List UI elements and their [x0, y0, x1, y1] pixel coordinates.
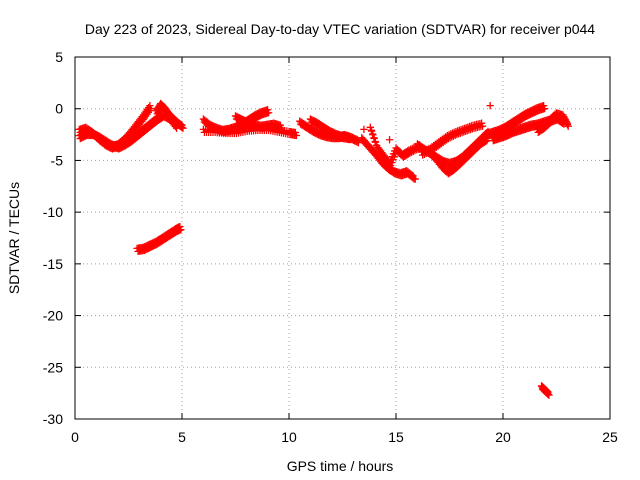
data-point: [390, 153, 399, 161]
chart-title: Day 223 of 2023, Sidereal Day-to-day VTE…: [85, 21, 595, 37]
data-point: [385, 136, 394, 144]
data-point: [564, 122, 572, 130]
data-point: [389, 156, 397, 164]
x-tick-label: 20: [495, 429, 511, 445]
data-point: [486, 101, 494, 110]
data-point: [277, 124, 286, 132]
series-arc-10: [358, 134, 418, 183]
series-arc-4: [133, 222, 185, 255]
series-arc-3: [152, 99, 187, 132]
y-tick-labels: 5 0 -5 -10 -15 -20 -25 -30: [43, 49, 63, 427]
data-point: [544, 388, 552, 396]
data-point: [408, 171, 416, 179]
series-arc-17: [533, 109, 572, 137]
data-point: [386, 161, 395, 170]
data-point: [176, 222, 184, 231]
data-point: [291, 128, 300, 137]
y-tick-label: -30: [43, 411, 63, 427]
data-point: [147, 104, 155, 113]
data-points: [75, 99, 572, 399]
series-arc-7: [231, 112, 286, 132]
data-point: [367, 127, 376, 135]
data-point: [478, 122, 487, 130]
x-tick-label: 5: [178, 429, 186, 445]
data-point: [415, 141, 424, 149]
data-point: [545, 391, 553, 399]
y-axis-title: SDTVAR / TECUs: [6, 182, 22, 294]
y-tick-label: -20: [43, 308, 63, 324]
series-arc-11: [366, 123, 423, 170]
y-tick-label: -10: [43, 204, 63, 220]
data-point: [411, 175, 419, 183]
x-tick-label: 0: [71, 429, 79, 445]
data-point: [146, 101, 154, 110]
series-arc-18: [537, 382, 553, 399]
series-arc-14: [418, 119, 487, 159]
y-tick-label: 0: [55, 101, 63, 117]
data-point: [369, 131, 377, 139]
data-point: [177, 225, 185, 234]
y-tick-label: -15: [43, 256, 63, 272]
gridlines: [75, 57, 610, 419]
y-tick-label: -5: [51, 152, 64, 168]
data-point: [276, 121, 285, 129]
data-point: [366, 123, 374, 131]
data-point: [263, 106, 272, 114]
data-point: [264, 109, 273, 117]
y-tick-label: 5: [55, 49, 63, 65]
plot-frame: [74, 56, 611, 420]
x-tick-label: 10: [281, 429, 297, 445]
data-point: [178, 121, 186, 129]
data-point: [346, 135, 354, 144]
x-tick-label: 25: [602, 429, 618, 445]
data-point: [360, 125, 368, 134]
series-isolated: [360, 101, 494, 183]
data-point: [563, 119, 571, 127]
data-point: [540, 101, 548, 110]
x-tick-label: 15: [388, 429, 404, 445]
series-arc-9: [306, 115, 354, 144]
data-point: [179, 124, 187, 132]
x-tick-labels: 0 5 10 15 20 25: [71, 429, 618, 445]
data-point: [292, 131, 301, 140]
data-point: [345, 132, 353, 141]
x-axis-title: GPS time / hours: [287, 458, 394, 474]
series-arc-13: [424, 134, 491, 178]
data-point: [370, 134, 378, 143]
data-point: [388, 158, 396, 167]
data-point: [541, 104, 549, 113]
data-point: [477, 119, 486, 127]
data-point: [371, 138, 380, 146]
y-tick-label: -25: [43, 359, 63, 375]
